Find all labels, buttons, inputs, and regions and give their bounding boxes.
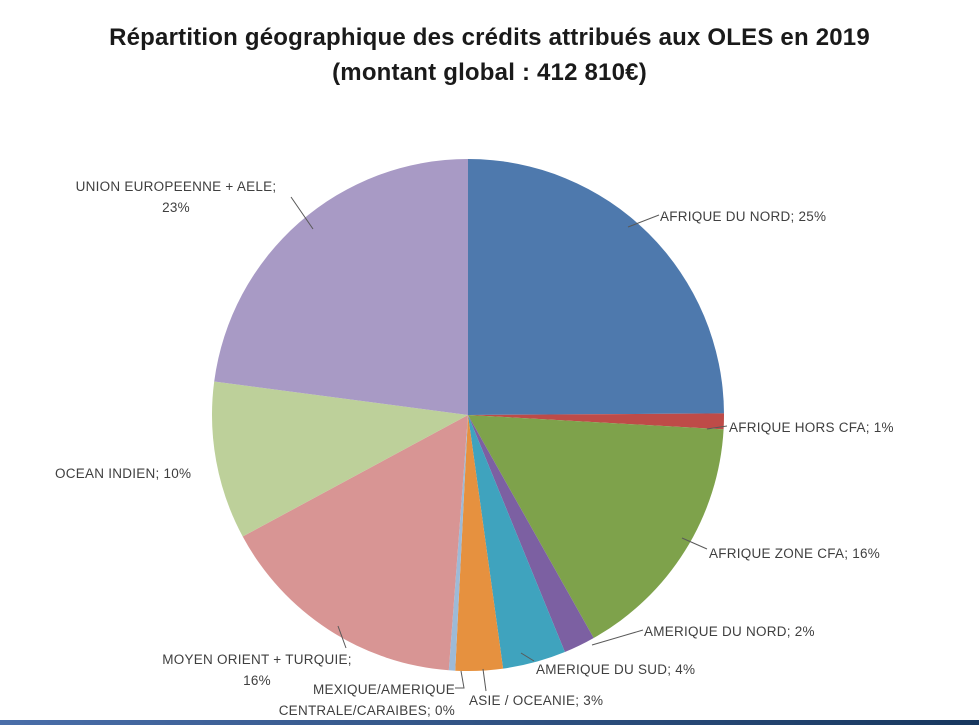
- slice-label-mexique-amerique-centrale-caraibes: MEXIQUE/AMERIQUE CENTRALE/CARAIBES; 0%: [278, 682, 455, 718]
- pie-slice-amerique-du-nord: [468, 415, 594, 652]
- leader-line-union-europeenne: [290, 196, 314, 230]
- pie-slice-afrique-zone-cfa: [468, 415, 724, 638]
- leader-line-afrique-hors-cfa: [706, 425, 728, 430]
- pie-slice-moyen-orient-turquie: [242, 415, 468, 671]
- slice-label-afrique-hors-cfa: AFRIQUE HORS CFA; 1%: [729, 420, 894, 435]
- leader-line-amerique-du-nord: [591, 629, 644, 646]
- chart-title-line1: Répartition géographique des crédits att…: [109, 24, 870, 51]
- slice-label-afrique-zone-cfa: AFRIQUE ZONE CFA; 16%: [709, 546, 881, 561]
- pie-slice-afrique-hors-cfa: [468, 413, 725, 430]
- pie-slice-ocean-indien: [212, 381, 468, 537]
- slice-label-moyen-orient-turquie: MOYEN ORIENT + TURQUIE; 16%: [162, 652, 352, 688]
- slice-label-afrique-du-nord: AFRIQUE DU NORD; 25%: [660, 209, 827, 224]
- slice-label-amerique-du-nord: AMERIQUE DU NORD; 2%: [644, 624, 815, 639]
- pie-slices: [212, 159, 725, 672]
- leader-line-moyen-orient: [337, 625, 347, 649]
- chart-title-line2: (montant global : 412 810€): [332, 59, 647, 86]
- pie-slice-asie-oceanie: [455, 415, 504, 672]
- leader-line-afrique-zone-cfa: [681, 537, 708, 550]
- chart-title: Répartition géographique des crédits att…: [0, 20, 979, 90]
- leader-line-afrique-du-nord: [627, 214, 660, 228]
- slice-label-union-europeenne-aele: UNION EUROPEENNE + AELE; 23%: [75, 179, 277, 215]
- pie-slice-union-europeenne-aele: [214, 159, 468, 415]
- leader-line-asie-oceanie: [482, 668, 487, 692]
- leader-line-mexique: [455, 670, 465, 689]
- pie-slice-afrique-du-nord: [468, 159, 724, 415]
- slice-label-ocean-indien: OCEAN INDIEN; 10%: [55, 466, 192, 481]
- leader-line-amerique-du-sud: [520, 652, 535, 662]
- slice-label-asie-oceanie: ASIE / OCEANIE; 3%: [469, 693, 604, 708]
- pie-slice-amerique-du-sud: [468, 415, 565, 669]
- pie-slice-mexique-amerique-centrale-caraibes: [448, 415, 468, 671]
- slide-footer-bar: [0, 720, 979, 725]
- slice-label-amerique-du-sud: AMERIQUE DU SUD; 4%: [536, 662, 696, 677]
- leader-lines: [290, 196, 728, 692]
